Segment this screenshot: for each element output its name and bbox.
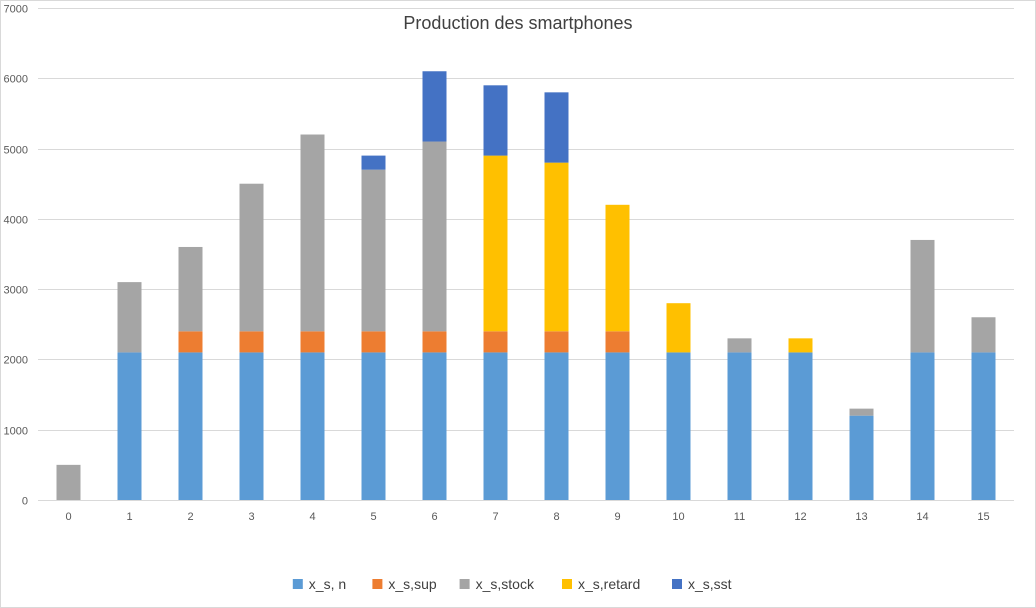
chart-title: Production des smartphones bbox=[403, 13, 632, 33]
y-tick-label: 4000 bbox=[4, 215, 28, 227]
bar-segment-5-series-2 bbox=[361, 169, 386, 332]
bar-segment-9-series-3 bbox=[605, 204, 630, 332]
bar-segment-0-series-2 bbox=[56, 464, 81, 500]
y-tick-label: 6000 bbox=[4, 74, 28, 86]
bar-segment-8-series-1 bbox=[544, 331, 569, 353]
legend-swatch-2 bbox=[459, 579, 470, 589]
bar-segment-12-series-3 bbox=[788, 338, 813, 353]
legend-label: x_s, n bbox=[309, 576, 346, 592]
x-tick-label: 13 bbox=[855, 511, 867, 523]
y-axis-ticks: 0 1000 2000 3000 4000 5000 6000 7000 bbox=[4, 4, 28, 508]
bar-segment-3-series-2 bbox=[239, 183, 264, 332]
x-tick-label: 12 bbox=[794, 511, 806, 523]
bar-segment-13-series-2 bbox=[849, 408, 874, 416]
x-tick-label: 10 bbox=[672, 511, 684, 523]
bar-segment-4-series-0 bbox=[300, 352, 325, 500]
bar-segment-14-series-0 bbox=[910, 352, 935, 500]
bar-segment-2-series-0 bbox=[178, 352, 203, 500]
x-tick-label: 1 bbox=[126, 511, 132, 523]
bar-segment-1-series-0 bbox=[117, 352, 142, 500]
legend-label: x_s,sup bbox=[388, 576, 436, 592]
x-axis-ticks: 0 1 2 3 4 5 6 7 8 9 10 11 12 13 14 15 bbox=[65, 511, 989, 523]
bar-segment-11-series-2 bbox=[727, 338, 752, 353]
bar-segment-3-series-0 bbox=[239, 352, 264, 500]
y-tick-label: 2000 bbox=[4, 355, 28, 367]
legend-swatch-3 bbox=[562, 579, 572, 589]
bar-segment-8-series-3 bbox=[544, 162, 569, 332]
bar-segment-8-series-4 bbox=[544, 92, 569, 163]
x-tick-label: 8 bbox=[553, 511, 559, 523]
bar-segment-14-series-2 bbox=[910, 239, 935, 353]
bar-segment-9-series-1 bbox=[605, 331, 630, 353]
bar-segment-1-series-2 bbox=[117, 282, 142, 353]
bar-segment-2-series-1 bbox=[178, 331, 203, 353]
bar-segment-7-series-0 bbox=[483, 352, 508, 500]
legend-label: x_s,stock bbox=[476, 576, 535, 592]
bar-segment-7-series-3 bbox=[483, 155, 508, 332]
bar-segment-6-series-0 bbox=[422, 352, 447, 500]
bar-segment-4-series-1 bbox=[300, 331, 325, 353]
legend-label: x_s,sst bbox=[688, 576, 732, 592]
y-tick-label: 0 bbox=[22, 496, 28, 508]
bar-segment-11-series-0 bbox=[727, 352, 752, 500]
bars bbox=[56, 71, 996, 500]
bar-segment-6-series-1 bbox=[422, 331, 447, 353]
y-tick-label: 7000 bbox=[4, 4, 28, 16]
bar-segment-15-series-2 bbox=[971, 317, 996, 353]
bar-segment-10-series-3 bbox=[666, 303, 691, 353]
bar-segment-12-series-0 bbox=[788, 352, 813, 500]
bar-segment-13-series-0 bbox=[849, 415, 874, 500]
x-tick-label: 14 bbox=[916, 511, 928, 523]
bar-segment-7-series-1 bbox=[483, 331, 508, 353]
bar-segment-15-series-0 bbox=[971, 352, 996, 500]
bar-segment-10-series-0 bbox=[666, 352, 691, 500]
legend-swatch-4 bbox=[672, 579, 682, 589]
y-tick-label: 3000 bbox=[4, 285, 28, 297]
x-tick-label: 3 bbox=[248, 511, 254, 523]
x-tick-label: 7 bbox=[492, 511, 498, 523]
bar-segment-6-series-4 bbox=[422, 71, 447, 142]
legend-swatch-0 bbox=[292, 579, 303, 589]
bar-segment-4-series-2 bbox=[300, 134, 325, 332]
legend: x_s, n x_s,sup x_s,stock x_s,retard x_s,sst bbox=[292, 576, 732, 592]
x-tick-label: 6 bbox=[431, 511, 437, 523]
x-tick-label: 11 bbox=[734, 511, 745, 523]
bar-segment-3-series-1 bbox=[239, 331, 264, 353]
bar-segment-7-series-4 bbox=[483, 85, 508, 156]
bar-segment-8-series-0 bbox=[544, 352, 569, 500]
bar-segment-2-series-2 bbox=[178, 246, 203, 332]
x-tick-label: 4 bbox=[309, 511, 315, 523]
x-tick-label: 5 bbox=[370, 511, 376, 523]
bar-segment-9-series-0 bbox=[605, 352, 630, 500]
x-tick-label: 2 bbox=[187, 511, 193, 523]
legend-swatch-1 bbox=[372, 579, 383, 589]
bar-segment-5-series-0 bbox=[361, 352, 386, 500]
x-tick-label: 9 bbox=[614, 511, 620, 523]
x-tick-label: 0 bbox=[65, 511, 71, 523]
bar-segment-6-series-2 bbox=[422, 141, 447, 332]
y-tick-label: 1000 bbox=[4, 426, 28, 438]
legend-label: x_s,retard bbox=[578, 576, 640, 592]
bar-segment-5-series-4 bbox=[361, 155, 386, 170]
y-tick-label: 5000 bbox=[4, 145, 28, 157]
bar-segment-5-series-1 bbox=[361, 331, 386, 353]
x-tick-label: 15 bbox=[977, 511, 989, 523]
